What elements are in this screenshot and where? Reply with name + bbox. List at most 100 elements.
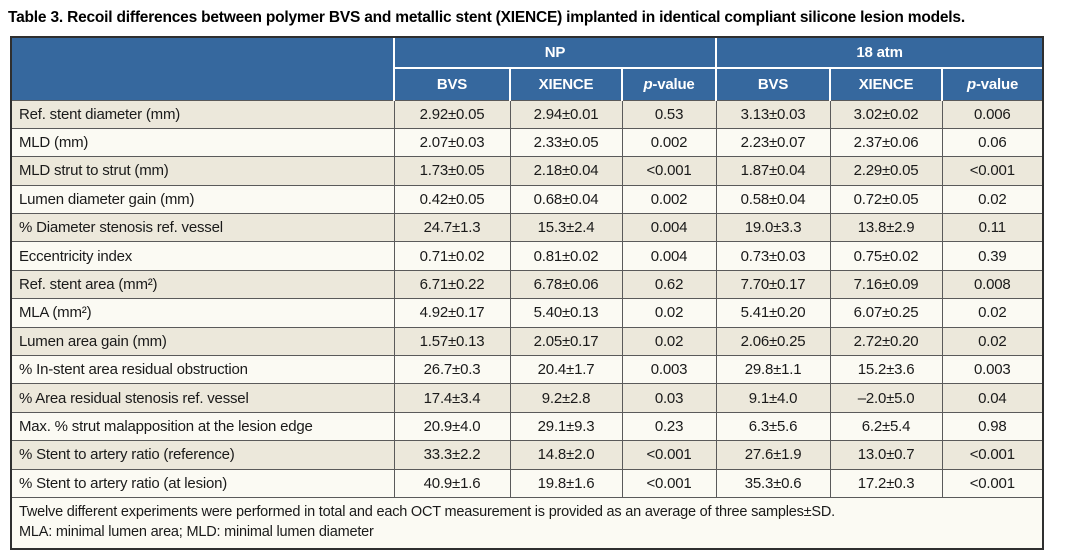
cell-np-bvs: 40.9±1.6 [393, 468, 511, 498]
cell-np-pvalue: 0.53 [621, 99, 717, 129]
group-header-row: NP 18 atm [12, 38, 1043, 101]
cell-18atm-bvs: 5.41±0.20 [715, 298, 831, 328]
cell-np-bvs: 24.7±1.3 [393, 213, 511, 243]
footnote-line-methods: Twelve different experiments were perfor… [19, 503, 835, 520]
group-header-18atm: 18 atm [715, 38, 1043, 69]
cell-18atm-xience: 6.2±5.4 [829, 411, 943, 442]
cell-np-xience: 6.78±0.06 [509, 269, 623, 300]
cell-np-xience: 0.68±0.04 [509, 184, 623, 215]
cell-18atm-bvs: 2.23±0.07 [715, 127, 831, 158]
cell-np-xience: 2.33±0.05 [509, 127, 623, 158]
cell-18atm-bvs: 6.3±5.6 [715, 411, 831, 442]
cell-18atm-bvs: 27.6±1.9 [715, 440, 831, 470]
row-label: Lumen area gain (mm) [12, 326, 395, 357]
cell-np-bvs: 2.07±0.03 [393, 127, 511, 158]
cell-np-bvs: 1.57±0.13 [393, 326, 511, 357]
col-header-18atm-bvs: BVS [715, 67, 832, 101]
cell-18atm-bvs: 3.13±0.03 [715, 99, 831, 129]
cell-np-pvalue: <0.001 [621, 468, 717, 498]
table-row: % Area residual stenosis ref. vessel 17.4… [12, 383, 1043, 413]
cell-18atm-pvalue: 0.02 [941, 184, 1043, 215]
cell-18atm-xience: 2.29±0.05 [829, 156, 943, 186]
row-label: MLD strut to strut (mm) [12, 156, 395, 186]
cell-18atm-bvs: 29.8±1.1 [715, 355, 831, 385]
cell-18atm-xience: 0.72±0.05 [829, 184, 943, 215]
p-italic-letter: p [966, 75, 976, 93]
row-label: MLD (mm) [12, 127, 395, 158]
row-label: Eccentricity index [12, 241, 395, 271]
table-title: Table 3. Recoil differences between poly… [8, 9, 965, 26]
table-row: Lumen area gain (mm) 1.57±0.13 2.05±0.17 0.… [12, 326, 1043, 357]
cell-18atm-bvs: 7.70±0.17 [715, 269, 831, 300]
cell-np-pvalue: 0.03 [621, 383, 717, 413]
cell-np-xience: 15.3±2.4 [509, 213, 623, 243]
sub-header-row: BVS XIENCE p-value BVS XIENCE p-value [12, 67, 1043, 101]
cell-np-xience: 20.4±1.7 [509, 355, 623, 385]
cell-18atm-bvs: 0.58±0.04 [715, 184, 831, 215]
table-row: Eccentricity index 0.71±0.02 0.81±0.02 0.00… [12, 241, 1043, 271]
cell-np-xience: 2.94±0.01 [509, 99, 623, 129]
cell-np-xience: 14.8±2.0 [509, 440, 623, 470]
cell-18atm-pvalue: 0.006 [941, 99, 1043, 129]
cell-18atm-bvs: 35.3±0.6 [715, 468, 831, 498]
cell-np-pvalue: 0.23 [621, 411, 717, 442]
row-label: % Stent to artery ratio (reference) [12, 440, 395, 470]
cell-18atm-pvalue: 0.02 [941, 298, 1043, 328]
col-header-18atm-xience: XIENCE [829, 67, 944, 101]
row-label: Lumen diameter gain (mm) [12, 184, 395, 215]
cell-np-bvs: 0.42±0.05 [393, 184, 511, 215]
cell-np-bvs: 4.92±0.17 [393, 298, 511, 328]
row-label: % Stent to artery ratio (at lesion) [12, 468, 395, 498]
cell-18atm-bvs: 9.1±4.0 [715, 383, 831, 413]
col-header-np-bvs: BVS [393, 67, 511, 101]
cell-18atm-pvalue: <0.001 [941, 468, 1043, 498]
cell-np-xience: 2.05±0.17 [509, 326, 623, 357]
cell-np-bvs: 6.71±0.22 [393, 269, 511, 300]
cell-np-bvs: 2.92±0.05 [393, 99, 511, 129]
p-value-suffix: -value [975, 75, 1019, 93]
cell-np-pvalue: 0.62 [621, 269, 717, 300]
col-header-np-xience: XIENCE [509, 67, 623, 101]
cell-18atm-pvalue: 0.04 [941, 383, 1043, 413]
row-label: MLA (mm²) [12, 298, 395, 328]
cell-np-pvalue: 0.02 [621, 326, 717, 357]
table-footer: Twelve different experiments were perfor… [12, 496, 1043, 548]
cell-np-pvalue: 0.002 [621, 184, 717, 215]
cell-18atm-pvalue: 0.02 [941, 326, 1043, 357]
cell-18atm-xience: –2.0±5.0 [829, 383, 943, 413]
cell-np-pvalue: 0.004 [621, 213, 717, 243]
table-border-frame: NP 18 atm BVS XIENCE p-value BVS XIENCE … [10, 36, 1044, 550]
table-row: Max. % strut malapposition at the lesion… [12, 411, 1043, 442]
cell-np-xience: 9.2±2.8 [509, 383, 623, 413]
col-header-18atm-pvalue: p-value [941, 67, 1043, 101]
cell-18atm-pvalue: 0.98 [941, 411, 1043, 442]
table-row: Ref. stent area (mm²) 6.71±0.22 6.78±0.06 0… [12, 269, 1043, 300]
row-label: % Diameter stenosis ref. vessel [12, 213, 395, 243]
cell-np-xience: 2.18±0.04 [509, 156, 623, 186]
cell-np-xience: 5.40±0.13 [509, 298, 623, 328]
cell-18atm-xience: 7.16±0.09 [829, 269, 943, 300]
footnote-cell: Twelve different experiments were perfor… [12, 496, 1043, 548]
cell-18atm-xience: 15.2±3.6 [829, 355, 943, 385]
cell-18atm-xience: 3.02±0.02 [829, 99, 943, 129]
cell-18atm-xience: 17.2±0.3 [829, 468, 943, 498]
table-row: % Stent to artery ratio (reference) 33.3±… [12, 440, 1043, 470]
corner-cell [12, 38, 395, 101]
table-row: MLA (mm²) 4.92±0.17 5.40±0.13 0.02 5.41±0.20… [12, 298, 1043, 328]
table-row: Ref. stent diameter (mm) 2.92±0.05 2.94±0.… [12, 99, 1043, 129]
cell-np-bvs: 17.4±3.4 [393, 383, 511, 413]
cell-np-pvalue: 0.002 [621, 127, 717, 158]
cell-np-pvalue: <0.001 [621, 156, 717, 186]
cell-18atm-pvalue: <0.001 [941, 156, 1043, 186]
cell-18atm-xience: 0.75±0.02 [829, 241, 943, 271]
cell-np-bvs: 20.9±4.0 [393, 411, 511, 442]
cell-18atm-bvs: 2.06±0.25 [715, 326, 831, 357]
table-row: % In-stent area residual obstruction 26.7… [12, 355, 1043, 385]
cell-18atm-pvalue: 0.003 [941, 355, 1043, 385]
row-label: % In-stent area residual obstruction [12, 355, 395, 385]
footnote-line-abbreviations: MLA: minimal lumen area; MLD: minimal lu… [19, 523, 374, 540]
group-header-np: NP [392, 38, 718, 69]
row-label: % Area residual stenosis ref. vessel [12, 383, 395, 413]
cell-18atm-bvs: 1.87±0.04 [715, 156, 831, 186]
